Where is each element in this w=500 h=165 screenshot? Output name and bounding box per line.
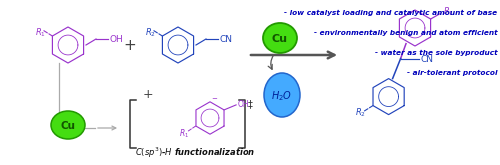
Text: Cu: Cu: [272, 34, 288, 44]
Text: CN: CN: [219, 34, 232, 44]
Text: $R_1$: $R_1$: [179, 127, 189, 140]
Text: $H_2O$: $H_2O$: [272, 89, 292, 103]
Text: - environmentally benign and atom efficient: - environmentally benign and atom effici…: [314, 30, 498, 36]
Text: $R_2$: $R_2$: [355, 107, 366, 119]
Text: −: −: [211, 96, 217, 102]
Text: - air-tolerant protocol: - air-tolerant protocol: [407, 69, 498, 76]
Text: $R_2$: $R_2$: [144, 26, 156, 39]
Text: OH: OH: [110, 34, 124, 44]
Text: ‡: ‡: [248, 99, 253, 109]
Text: +: +: [142, 88, 154, 101]
Text: Cu: Cu: [60, 121, 76, 131]
Text: CN: CN: [420, 55, 434, 64]
Text: - water as the sole byproduct: - water as the sole byproduct: [375, 50, 498, 56]
Text: OH: OH: [238, 100, 250, 109]
Text: $R_1$: $R_1$: [443, 6, 454, 18]
Text: $R_1$: $R_1$: [34, 26, 46, 39]
Ellipse shape: [263, 23, 297, 53]
Text: +: +: [124, 38, 136, 53]
Text: - low catalyst loading and catalytic amount of base: - low catalyst loading and catalytic amo…: [284, 10, 498, 16]
Ellipse shape: [51, 111, 85, 139]
Text: $C(sp^3)$-$H$ functionalization: $C(sp^3)$-$H$ functionalization: [135, 146, 255, 160]
Ellipse shape: [264, 73, 300, 117]
